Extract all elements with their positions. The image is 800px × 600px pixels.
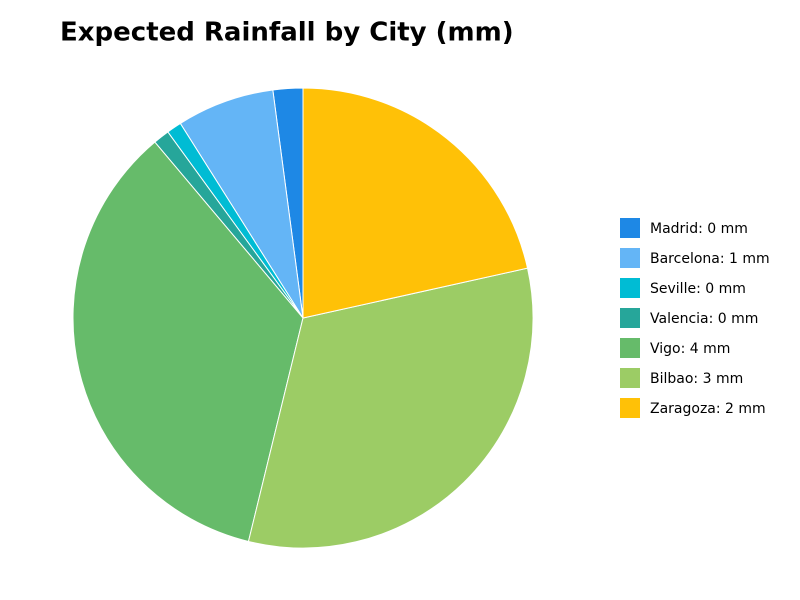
legend-swatch — [620, 398, 640, 418]
legend-swatch — [620, 368, 640, 388]
pie-slice — [302, 87, 529, 319]
legend-label: Vigo: 4 mm — [650, 341, 730, 357]
legend-label: Valencia: 0 mm — [650, 311, 758, 327]
legend-label: Barcelona: 1 mm — [650, 251, 770, 267]
legend-swatch — [620, 248, 640, 268]
legend-swatch — [620, 308, 640, 328]
legend-swatch — [620, 218, 640, 238]
chart-title: Expected Rainfall by City (mm) — [60, 18, 514, 48]
legend-label: Seville: 0 mm — [650, 281, 746, 297]
legend-label: Bilbao: 3 mm — [650, 371, 743, 387]
legend-swatch — [620, 278, 640, 298]
legend-label: Zaragoza: 2 mm — [650, 401, 766, 417]
pie-slice — [247, 267, 534, 549]
legend-label: Madrid: 0 mm — [650, 221, 748, 237]
pie-slice — [72, 141, 304, 543]
legend-swatch — [620, 338, 640, 358]
